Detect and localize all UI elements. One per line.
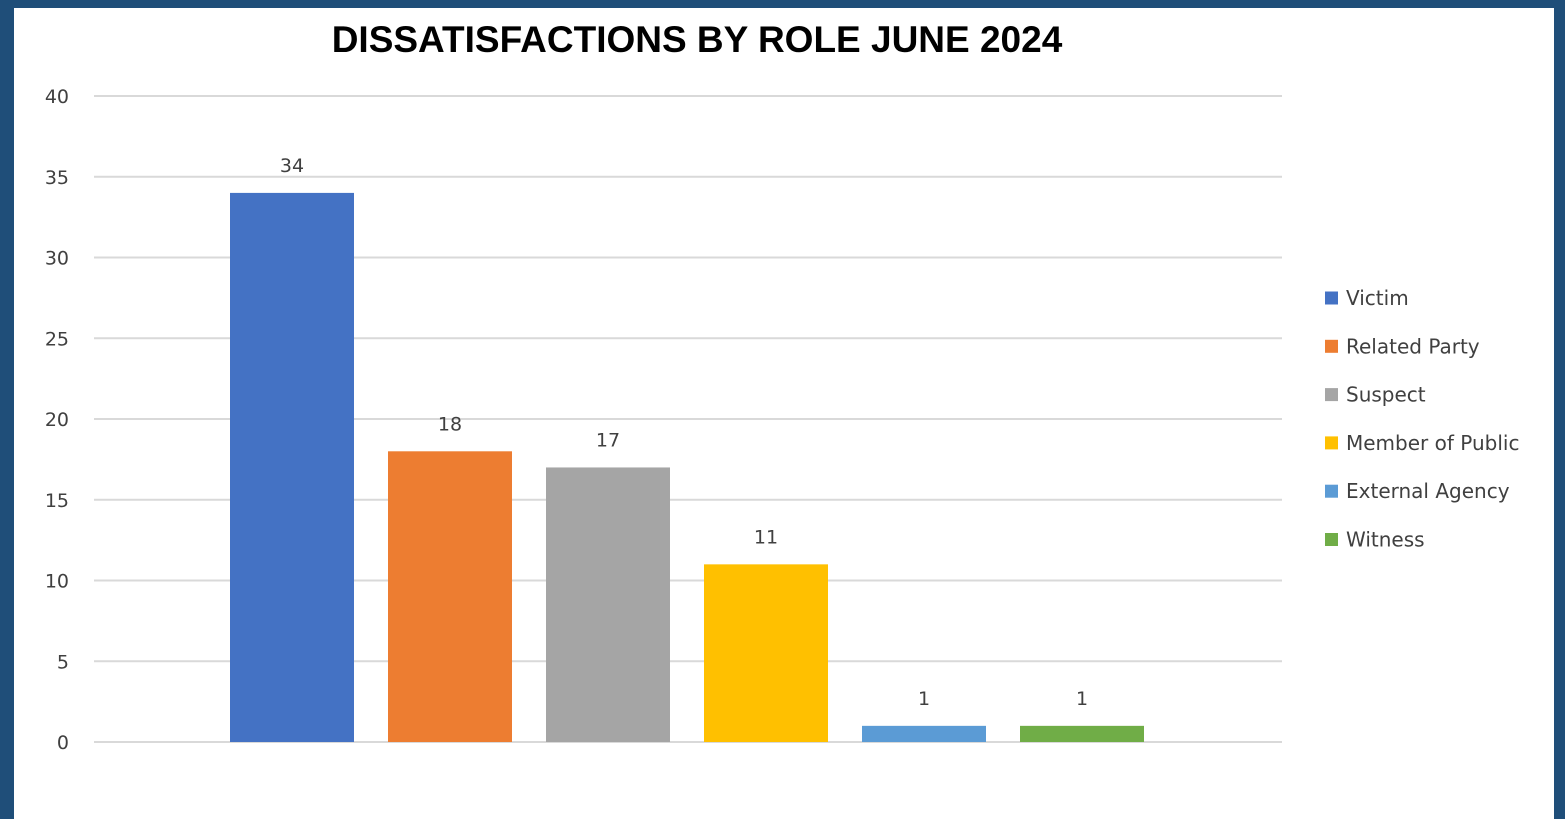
legend-label-suspect: Suspect — [1346, 383, 1426, 407]
data-label-external-agency: 1 — [918, 688, 930, 710]
legend-label-victim: Victim — [1346, 286, 1409, 310]
y-tick-label-35: 35 — [45, 167, 69, 189]
y-axis-ticks: 0 5 10 15 20 25 30 35 40 — [45, 86, 69, 754]
y-tick-label-0: 0 — [57, 732, 69, 754]
bars — [230, 192, 1144, 742]
y-tick-label-5: 5 — [57, 651, 69, 673]
bar-related-party — [388, 451, 512, 742]
bar-victim — [230, 192, 354, 742]
y-tick-label-20: 20 — [45, 409, 69, 431]
legend-swatch-related-party — [1325, 339, 1338, 353]
data-label-related-party: 18 — [438, 413, 462, 435]
legend-swatch-suspect — [1325, 388, 1338, 402]
legend-label-related-party: Related Party — [1346, 334, 1480, 358]
legend-swatch-victim — [1325, 291, 1338, 305]
data-label-suspect: 17 — [596, 429, 620, 451]
data-label-victim: 34 — [280, 155, 304, 177]
bar-external-agency — [862, 725, 986, 742]
bar-chart: DISSATISFACTIONS BY ROLE JUNE 2024 0 5 10 1… — [45, 19, 1520, 754]
data-label-witness: 1 — [1076, 688, 1088, 710]
data-label-member-of-public: 11 — [754, 526, 778, 548]
y-tick-label-10: 10 — [45, 571, 69, 593]
y-tick-label-40: 40 — [45, 86, 69, 108]
legend-swatch-witness — [1325, 533, 1338, 546]
chart-panel: DISSATISFACTIONS BY ROLE JUNE 2024 0 5 10 1… — [14, 8, 1554, 819]
legend-label-external-agency: External Agency — [1346, 479, 1510, 503]
legend-swatch-member-of-public — [1325, 436, 1338, 450]
chart-title: DISSATISFACTIONS BY ROLE JUNE 2024 — [332, 19, 1063, 60]
bar-suspect — [546, 467, 670, 742]
legend-swatch-external-agency — [1325, 484, 1338, 498]
bar-witness — [1020, 725, 1144, 742]
bar-member-of-public — [704, 564, 828, 742]
legend: Victim Related Party Suspect Member of Publ… — [1325, 286, 1519, 552]
y-tick-label-30: 30 — [45, 248, 69, 270]
y-tick-label-25: 25 — [45, 328, 69, 350]
legend-label-member-of-public: Member of Public — [1346, 431, 1519, 455]
legend-label-witness: Witness — [1346, 528, 1425, 552]
y-tick-label-15: 15 — [45, 490, 69, 512]
